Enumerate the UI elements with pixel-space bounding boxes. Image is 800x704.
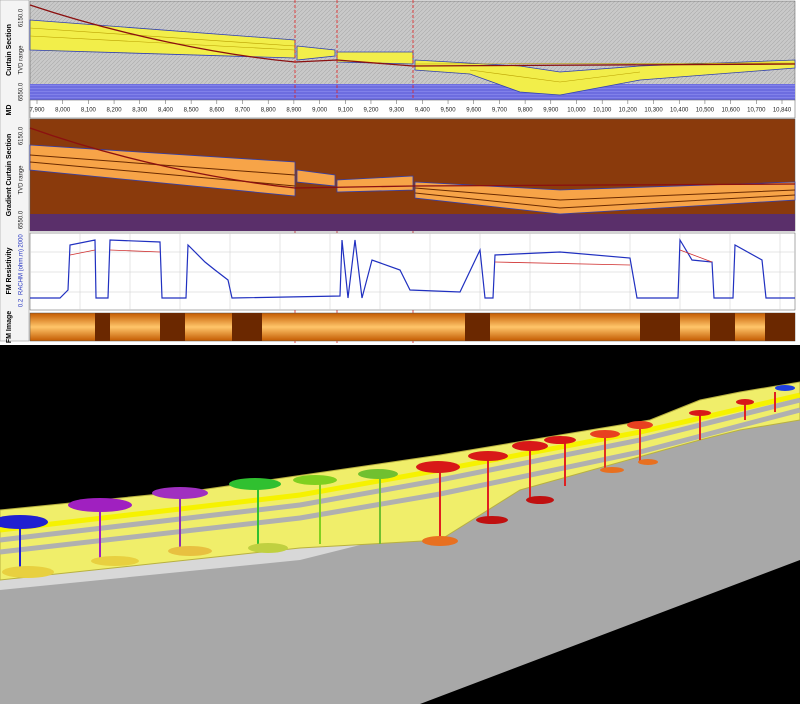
md-tick-label: 9,900	[543, 108, 559, 114]
marker-disk	[152, 487, 208, 499]
axis-top: 6150.0	[19, 8, 25, 27]
panel-label: Gradient Curtain Section	[6, 134, 13, 216]
resistivity-bg	[29, 232, 796, 311]
md-tick-label: 9,600	[466, 108, 482, 114]
marker-disk	[91, 556, 139, 566]
panel-label: FM Image	[6, 311, 13, 343]
md-tick-label: 9,400	[415, 108, 431, 114]
marker-disk	[689, 410, 711, 416]
md-tick-label: 8,000	[55, 108, 71, 114]
marker-disk	[600, 467, 624, 473]
axis-label: TVD range	[19, 165, 25, 195]
md-tick-label: 10,700	[747, 108, 766, 114]
md-tick-label: 9,200	[363, 108, 379, 114]
md-tick-label: 8,400	[158, 108, 174, 114]
axis-label: RACHM (ohm.m)	[19, 249, 25, 295]
md-tick-label: 8,200	[107, 108, 123, 114]
resistivity-curve-2	[69, 249, 713, 266]
md-tick-label: 9,000	[312, 108, 328, 114]
md-tick-group: 7,900 8,000 8,100 8,200 8,300 8,400 8,500 8,600…	[29, 100, 792, 114]
panel-label: MD	[6, 105, 13, 116]
md-tick-label: 10,600	[721, 108, 740, 114]
marker-disk	[476, 516, 508, 524]
panel-label: FM Resistivity	[6, 247, 13, 294]
marker-disk	[168, 546, 212, 556]
curtain-bedding	[29, 27, 796, 83]
resistivity-grid	[30, 233, 795, 310]
md-tick-label: 10,300	[644, 108, 663, 114]
md-tick-label: 10,100	[593, 108, 612, 114]
marker-disk	[248, 543, 288, 553]
md-tick-label: 9,800	[518, 108, 534, 114]
md-tick-label: 8,100	[81, 108, 97, 114]
marker-disk	[590, 430, 620, 438]
marker-disk	[416, 461, 460, 473]
md-tick-label: 8,500	[184, 108, 200, 114]
axis-label: TVD range	[19, 45, 25, 75]
marker-disk	[512, 441, 548, 451]
axis-top: 6150.0	[19, 126, 25, 145]
md-tick-label: 10,500	[696, 108, 715, 114]
marker-disk	[358, 469, 398, 479]
gradient-layers	[29, 144, 796, 215]
md-tick-label: 10,200	[619, 108, 638, 114]
axis-top: 2000	[19, 234, 25, 248]
marker-disk	[638, 459, 658, 465]
marker-disk	[293, 475, 337, 485]
fm-image-dark	[95, 313, 795, 341]
md-axis	[29, 99, 796, 119]
marker-disk	[422, 536, 458, 546]
axis-bottom: 6550.0	[19, 210, 25, 229]
md-tick-label: 10,840	[773, 108, 792, 114]
marker-disk	[736, 399, 754, 405]
marker-disk	[0, 515, 48, 529]
md-tick-label: 8,700	[235, 108, 251, 114]
axis-bottom: 6550.0	[19, 82, 25, 101]
md-tick-label: 9,300	[389, 108, 405, 114]
gradient-base-layer	[30, 214, 795, 231]
gradient-bedding	[29, 154, 796, 209]
curtain-base-layer	[30, 84, 795, 100]
md-tick-label: 8,300	[132, 108, 148, 114]
marker-disk	[544, 436, 576, 444]
marker-disk	[526, 496, 554, 504]
panel-label: Curtain Section	[6, 24, 13, 76]
marker-disk	[775, 385, 795, 391]
marker-disk	[627, 421, 653, 429]
md-tick-label: 10,000	[567, 108, 586, 114]
md-tick-label: 8,900	[286, 108, 302, 114]
md-tick-label: 7,900	[29, 108, 45, 114]
3d-markers	[0, 385, 795, 578]
marker-disk	[468, 451, 508, 461]
marker-disk	[2, 566, 54, 578]
marker-disk	[68, 498, 132, 512]
md-tick-label: 9,100	[338, 108, 354, 114]
axis-bottom: 0.2	[19, 298, 25, 307]
well-path-gradient	[29, 127, 796, 189]
md-tick-label: 10,400	[670, 108, 689, 114]
marker-disk	[229, 478, 281, 490]
md-tick-label: 8,600	[209, 108, 225, 114]
md-tick-label: 9,500	[441, 108, 457, 114]
md-tick-label: 9,700	[492, 108, 508, 114]
fm-image	[29, 312, 796, 342]
md-tick-label: 8,800	[261, 108, 277, 114]
label-column	[0, 0, 30, 342]
resistivity-curve	[30, 237, 795, 299]
